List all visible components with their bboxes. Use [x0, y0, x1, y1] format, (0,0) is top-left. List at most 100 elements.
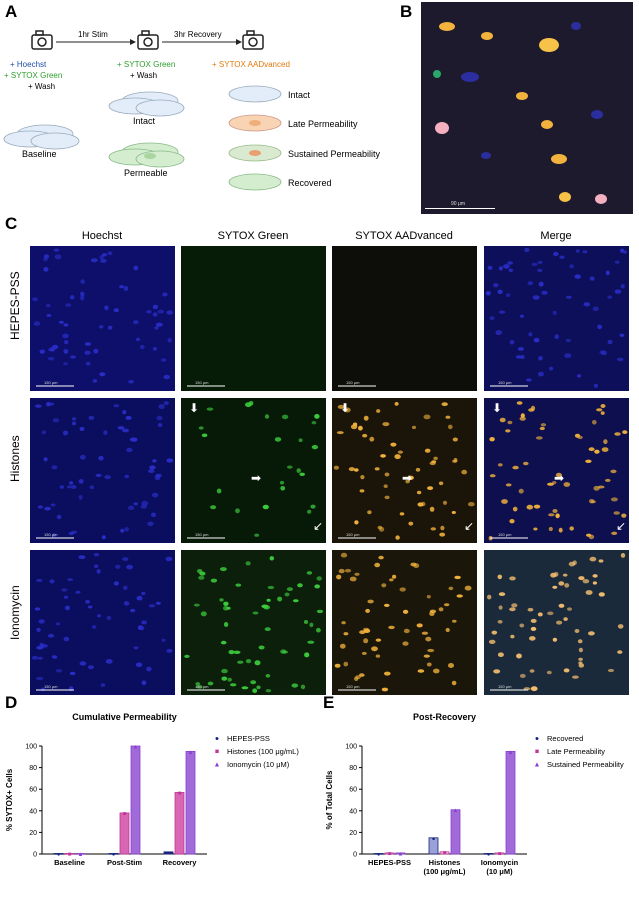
y-tick-label: 60: [349, 787, 357, 794]
legend-late-label: Late Permeability: [288, 119, 358, 129]
bar-hepes-pss: [108, 853, 119, 855]
camera-icon: [31, 30, 53, 50]
panel-b-scale-label: 90 μm: [451, 201, 465, 207]
step3-sytox-aadvanced: + SYTOX AADvanced: [212, 60, 290, 69]
row-label-histones: Histones: [8, 435, 22, 482]
legend-sustained-label: Sustained Permeability: [288, 149, 381, 159]
micrograph-ionomycin-4: 150 μm: [484, 550, 629, 695]
legend-marker: ■: [215, 749, 219, 756]
data-point-marker: ▲: [188, 750, 194, 756]
arrow-icon: ⬇: [189, 401, 199, 415]
legend-late-cell: [228, 114, 282, 132]
scale-label: 150 μm: [44, 532, 58, 537]
legend-marker: ▲: [214, 762, 221, 769]
col-label-sytox-green: SYTOX Green: [217, 230, 289, 242]
panel-b-image: 90 μm: [421, 2, 633, 214]
bar-recovered: [373, 853, 384, 855]
scale-label: 150 μm: [498, 684, 512, 689]
y-tick-label: 100: [345, 744, 357, 751]
baseline-label: Baseline: [22, 149, 57, 159]
col-label-hoechst: Hoechst: [81, 230, 123, 242]
arrow-label-recovery: 3hr Recovery: [174, 30, 222, 39]
arrow-icon: ⬇: [340, 401, 350, 415]
data-point-marker: ■: [178, 791, 182, 797]
row-label-hepes: HEPES-PSS: [8, 271, 22, 340]
x-tick-label: HEPES-PSS: [368, 858, 411, 867]
legend-intact-cell: [228, 85, 282, 103]
micrograph-hepes-pss-4: 150 μm: [484, 246, 629, 391]
bar-late: [494, 852, 505, 855]
scale-label: 150 μm: [498, 532, 512, 537]
col-label-sytox-aadvanced: SYTOX AADvanced: [355, 230, 453, 242]
scale-label: 150 μm: [44, 380, 58, 385]
step2-sytox-green: + SYTOX Green: [117, 60, 176, 69]
bar-hepes-pss: [53, 853, 64, 855]
data-point-marker: ■: [388, 851, 392, 857]
scale-label: 150 μm: [195, 684, 209, 689]
legend-marker: ■: [535, 749, 539, 756]
y-tick-label: 20: [349, 830, 357, 837]
legend-marker: ●: [215, 736, 219, 743]
step1-wash: + Wash: [28, 82, 56, 91]
bar-histones: [119, 812, 130, 855]
data-point-marker: ●: [487, 852, 491, 858]
x-tick-label: Recovery: [163, 858, 198, 867]
bar-late: [439, 851, 450, 855]
legend-marker: ●: [535, 736, 539, 743]
bar-ionomycin: [185, 751, 196, 855]
y-tick-label: 80: [29, 765, 37, 772]
x-tick-label: Post-Stim: [107, 858, 142, 867]
panel-label-e: E: [323, 693, 335, 712]
y-tick-label: 40: [349, 808, 357, 815]
arrow-label-stim: 1hr Stim: [78, 30, 108, 39]
scale-label: 150 μm: [195, 532, 209, 537]
scale-label: 150 μm: [346, 380, 360, 385]
data-point-marker: ■: [443, 850, 447, 856]
data-point-marker: ▲: [508, 750, 514, 756]
data-point-marker: ▲: [133, 745, 139, 751]
micrograph-hepes-pss-3: 150 μm: [332, 246, 477, 391]
scale-label: 150 μm: [498, 380, 512, 385]
bar-ionomycin: [75, 853, 86, 855]
data-point-marker: ▲: [78, 852, 84, 858]
x-tick-label: Histones: [429, 858, 461, 867]
legend-recovered-cell: [228, 173, 282, 191]
panel-label-c: C: [5, 214, 18, 233]
row-label-ionomycin: Ionomycin: [8, 585, 22, 640]
x-tick-label: Baseline: [54, 858, 85, 867]
intact-label: Intact: [133, 116, 156, 126]
scale-label: 150 μm: [44, 684, 58, 689]
step2-wash: + Wash: [130, 71, 158, 80]
data-point-marker: ●: [112, 852, 116, 858]
panel-label-b: B: [400, 2, 413, 21]
legend-label: Recovered: [547, 734, 583, 743]
data-point-marker: ●: [432, 836, 436, 842]
intact-cells: [108, 91, 185, 117]
arrow-icon: ➡: [402, 471, 412, 485]
micrograph-hepes-pss-2: 150 μm: [181, 246, 326, 391]
micrograph-histones-3: 150 μm ⬇ ➡ ↙: [332, 398, 477, 543]
legend-label: Sustained Permeability: [547, 760, 624, 769]
bar-ionomycin: [130, 745, 141, 855]
micrograph-hepes-pss-1: 150 μm: [30, 246, 175, 391]
data-point-marker: ■: [123, 811, 127, 817]
bar-late: [384, 852, 395, 855]
bar-sustained: [395, 852, 406, 855]
arrow-icon: ↙: [464, 519, 474, 533]
arrow-icon: ↙: [616, 519, 626, 533]
arrow-icon: ⬇: [492, 401, 502, 415]
step1-sytox-green: + SYTOX Green: [4, 71, 63, 80]
step1-hoechst: + Hoechst: [10, 60, 47, 69]
micrograph-histones-2: 150 μm ⬇ ➡ ↙: [181, 398, 326, 543]
legend-marker: ▲: [534, 762, 541, 769]
micrograph-ionomycin-3: 150 μm: [332, 550, 477, 695]
y-tick-label: 80: [349, 765, 357, 772]
data-point-marker: ●: [377, 852, 381, 858]
arrow-icon: ➡: [251, 471, 261, 485]
bar-sustained: [450, 809, 461, 855]
legend-sustained-cell: [228, 144, 282, 162]
legend-label: HEPES-PSS: [227, 734, 270, 743]
y-tick-label: 100: [25, 744, 37, 751]
permeable-label: Permeable: [124, 168, 168, 178]
scale-label: 150 μm: [346, 684, 360, 689]
